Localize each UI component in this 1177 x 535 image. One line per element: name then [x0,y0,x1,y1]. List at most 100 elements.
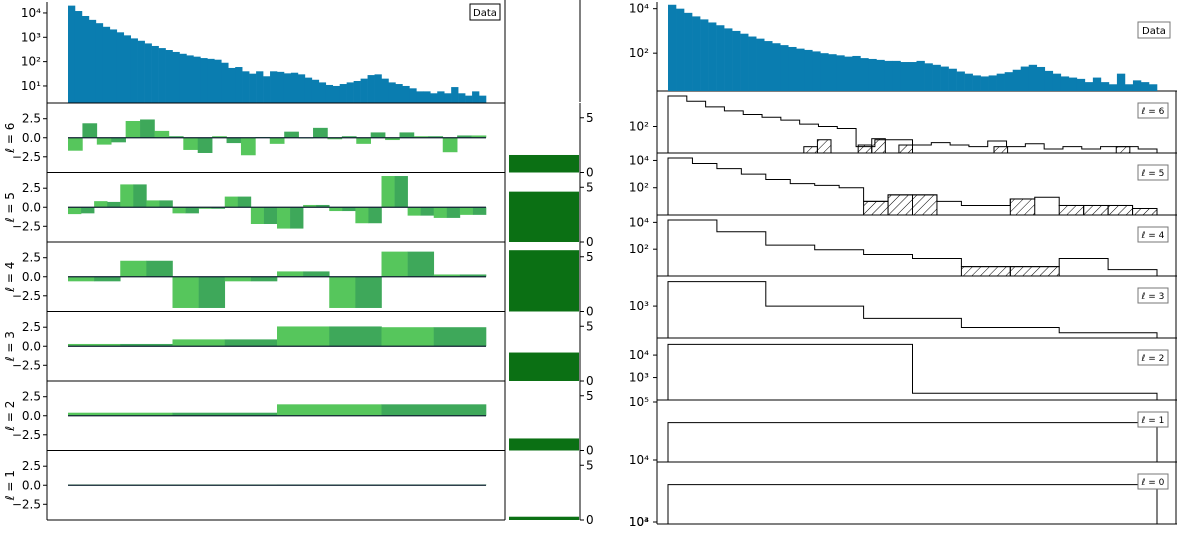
residual-bar [433,327,487,347]
residual-bar [381,251,408,277]
right-hist-bar [940,66,949,91]
level-ytick-label: 10² [629,242,649,256]
right-hist-bar [1012,69,1022,91]
level-step-outline [667,422,1158,462]
residual-bar [140,119,155,138]
left-hist-bar [193,56,201,103]
residual-row-label: ℓ = 2 [3,401,17,432]
left-hist-bar [395,84,403,103]
left-hist-bar [290,72,299,103]
left-hist-bar [249,73,257,103]
residual-bar [413,136,429,138]
level-legend-label: ℓ = 5 [1141,169,1165,179]
right-hist-bar [836,55,845,91]
right-hist-bar [796,48,805,91]
level-legend-box [1137,473,1169,490]
left-hist-bar [235,67,243,103]
left-hist-bar [270,71,278,103]
residual-bar [433,274,461,277]
right-hist-bar [908,62,917,91]
side-bar [509,516,579,520]
residual-bar [68,207,82,215]
right-legend-box [1137,21,1171,39]
residual-ytick-label: −2.5 [12,497,41,511]
residual-bar [394,176,408,208]
residual-bar [211,207,226,209]
residual-bar [68,343,121,347]
right-hist-bar [932,64,941,91]
left-hist-bar [353,80,361,103]
residual-ytick-label: 2.5 [22,390,41,404]
right-hist-bar [1028,64,1038,91]
left-hist-bar [214,59,222,103]
right-hist-bar [764,41,773,91]
side-tick-label: 5 [586,111,594,125]
left-hist-bar [256,71,264,103]
residual-bar [172,339,226,347]
residual-bar [94,201,108,208]
left-hist-bar [137,40,145,103]
residual-bar [125,120,141,138]
side-bar [509,191,579,242]
left-hist-bar [437,91,445,103]
left-hist-bar [402,85,410,103]
left-hist-bar [109,29,118,104]
left-hist-bar [81,15,90,103]
right-hist-ytick-label: 10² [629,46,649,60]
residual-bar [399,132,415,138]
level-ytick-label: 10⁴ [629,215,649,229]
right-hist-bar [1060,76,1070,91]
right-hist-bar [1148,84,1158,91]
residual-bar [327,137,343,140]
residual-bar [284,131,299,138]
residual-row-label: ℓ = 5 [3,192,17,223]
right-legend-label: Data [1142,26,1166,37]
residual-bar [385,137,400,141]
residual-bar [250,276,278,282]
residual-bar [111,137,126,143]
residual-bar [68,276,95,282]
level-hatched-bar [960,266,1011,277]
left-hist-bar [346,82,354,103]
left-hist-bar [68,5,76,104]
right-hist-bar [1084,82,1094,91]
right-hist-bar [724,28,733,91]
left-hist-ytick-label: 10¹ [21,79,41,93]
right-hist-bar [1020,66,1030,91]
right-hist-bar [884,60,893,91]
right-hist-bar [1100,82,1110,91]
side-tick-label: 0 [586,513,594,527]
right-hist-bar [716,25,725,91]
left-hist-bar [277,71,285,103]
level-ytick-label: 10⁵ [629,395,649,409]
residual-bar [277,207,291,229]
residual-bar [457,135,472,138]
right-hist-bar [1044,70,1054,91]
level-ytick-label: 10³ [629,515,649,529]
residual-bar [370,132,386,138]
residual-bar [82,123,98,138]
left-hist-ytick-label: 10³ [21,30,41,44]
residual-bar [212,136,227,138]
residual-bar [159,200,173,208]
residual-ytick-label: 0.0 [22,200,41,214]
residual-bar [146,200,160,208]
right-hist-bar [804,49,813,91]
residual-bar [146,260,173,277]
level-hatched-bar [1107,204,1134,216]
residual-bar [329,207,343,212]
right-hist-bar [708,22,717,91]
residual-bar [420,207,435,216]
right-hist-bar [732,30,741,91]
left-hist-bar [416,91,424,103]
right-hist-bar [852,55,861,91]
left-hist-bar [444,93,452,103]
level-hatched-bar [1132,207,1158,216]
residual-bar [185,207,199,214]
right-hist-ytick-label: 10⁴ [629,2,649,16]
right-hist-bar [988,75,997,91]
side-tick-label: 5 [586,250,594,264]
level-hatched-bar [863,200,889,216]
residual-row-label: ℓ = 3 [3,331,17,362]
